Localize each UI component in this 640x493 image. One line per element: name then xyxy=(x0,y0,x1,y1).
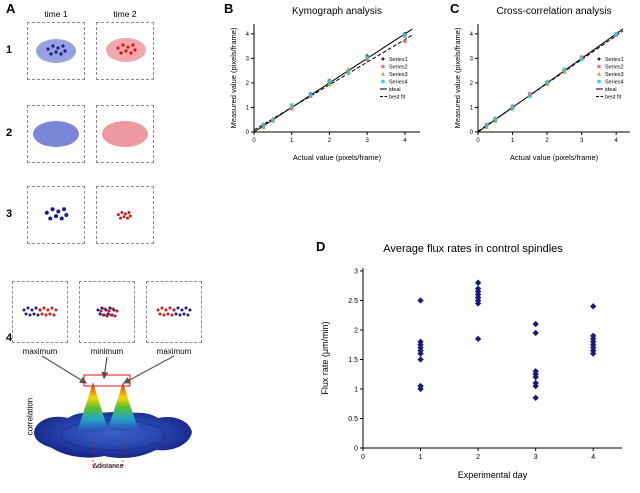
svg-text:0.5: 0.5 xyxy=(348,416,358,423)
svg-text:2: 2 xyxy=(246,81,250,87)
maximum-label-left: maximum xyxy=(22,347,58,356)
blue-spindle-solid xyxy=(33,121,79,147)
svg-text:1: 1 xyxy=(246,106,250,112)
svg-text:Series4: Series4 xyxy=(605,79,624,85)
row4-number: 4 xyxy=(6,332,13,344)
row1-time1-box xyxy=(27,22,85,80)
svg-text:2: 2 xyxy=(545,138,549,144)
row2-number: 2 xyxy=(6,127,13,139)
svg-text:3: 3 xyxy=(354,268,358,275)
svg-text:Series2: Series2 xyxy=(389,64,408,70)
svg-text:1: 1 xyxy=(290,138,294,144)
maximum-label-right: maximum xyxy=(156,347,192,356)
svg-text:3: 3 xyxy=(366,138,370,144)
row2-time1-box xyxy=(27,105,85,163)
correlation-surface xyxy=(34,374,192,467)
svg-text:2: 2 xyxy=(476,454,480,461)
svg-text:Flux rate (μm/min): Flux rate (μm/min) xyxy=(320,321,330,394)
panel-d-label: D xyxy=(316,239,326,254)
svg-text:0: 0 xyxy=(246,130,250,136)
svg-text:Average flux rates in control: Average flux rates in control spindles xyxy=(383,243,563,255)
svg-text:2: 2 xyxy=(354,327,358,334)
svg-text:Experimental day: Experimental day xyxy=(458,470,528,480)
svg-text:Measured value (pixels/frame): Measured value (pixels/frame) xyxy=(229,27,238,128)
svg-text:Cross-correlation analysis: Cross-correlation analysis xyxy=(496,6,611,17)
svg-text:0: 0 xyxy=(361,454,365,461)
svg-text:4: 4 xyxy=(591,454,595,461)
svg-text:Series1: Series1 xyxy=(389,57,408,63)
time1-header: time 1 xyxy=(44,9,68,19)
svg-text:1: 1 xyxy=(354,386,358,393)
pink-ellipse xyxy=(102,121,148,147)
svg-text:0: 0 xyxy=(476,138,480,144)
row1-time2-box xyxy=(96,22,154,80)
svg-text:Series2: Series2 xyxy=(605,64,624,70)
svg-text:Actual value (pixels/frame): Actual value (pixels/frame) xyxy=(510,153,599,162)
svg-text:4: 4 xyxy=(403,138,407,144)
svg-text:Series3: Series3 xyxy=(389,72,408,78)
svg-text:4: 4 xyxy=(470,32,474,38)
cross-correlation-chart: Cross-correlation analysis 0 1 2 3 4 0 1 2 3 4 Actu… xyxy=(453,6,630,162)
svg-text:ideal: ideal xyxy=(605,87,617,93)
svg-text:1: 1 xyxy=(511,138,515,144)
svg-text:ideal: ideal xyxy=(389,87,401,93)
blue-ellipse xyxy=(33,121,79,147)
svg-text:4: 4 xyxy=(615,138,619,144)
row1-number: 1 xyxy=(6,44,13,56)
row3-time1-box xyxy=(27,186,85,244)
svg-text:0: 0 xyxy=(354,445,358,452)
panel-c-label: C xyxy=(450,1,460,16)
row2-time2-box xyxy=(96,105,154,163)
svg-text:3: 3 xyxy=(534,454,538,461)
correlation-base-blob xyxy=(34,412,192,458)
svg-text:1: 1 xyxy=(419,454,423,461)
overlapped-dot-cluster xyxy=(96,306,119,318)
row4-box-middle xyxy=(79,281,135,343)
arrow-right-icon xyxy=(122,355,175,384)
correlation-peak-left xyxy=(78,382,108,432)
pink-spindle-solid xyxy=(102,121,148,147)
svg-text:2.5: 2.5 xyxy=(348,298,358,305)
mixed-dot-cluster xyxy=(22,306,58,317)
row4-box-right xyxy=(146,281,202,343)
flux-rates-chart: Average flux rates in control spindles 0 1… xyxy=(320,243,622,480)
distance-label: Δdistance xyxy=(92,463,124,470)
svg-text:2: 2 xyxy=(470,81,474,87)
row3-number: 3 xyxy=(6,208,13,220)
panel-b-label: B xyxy=(224,1,234,16)
svg-text:1.5: 1.5 xyxy=(348,357,358,364)
time2-header: time 2 xyxy=(113,9,137,19)
svg-text:best fit: best fit xyxy=(605,94,622,100)
svg-text:Actual value (pixels/frame): Actual value (pixels/frame) xyxy=(293,153,382,162)
row4-box-left xyxy=(12,281,68,343)
row3-time2-box xyxy=(96,186,154,244)
svg-text:3: 3 xyxy=(246,56,250,62)
svg-text:best fit: best fit xyxy=(389,94,406,100)
svg-text:Series4: Series4 xyxy=(389,79,408,85)
red-dot-cluster xyxy=(116,211,132,220)
peak-bracket xyxy=(83,374,131,387)
pink-spindle-with-dots xyxy=(106,38,146,62)
svg-text:0: 0 xyxy=(252,138,256,144)
blue-dot-cluster xyxy=(44,207,69,221)
panel-a-label: A xyxy=(6,1,16,16)
kymograph-chart: Kymograph analysis 0 1 2 3 4 0 1 2 3 4 Actual value… xyxy=(229,6,420,162)
arrow-left-icon xyxy=(41,355,88,384)
svg-text:2: 2 xyxy=(328,138,332,144)
svg-text:3: 3 xyxy=(470,56,474,62)
svg-text:0: 0 xyxy=(470,130,474,136)
svg-text:Series1: Series1 xyxy=(605,57,624,63)
svg-text:Kymograph analysis: Kymograph analysis xyxy=(292,6,382,17)
correlation-peak-right xyxy=(108,382,138,431)
blue-spindle-with-dots xyxy=(36,39,76,63)
svg-text:Measured value (pixels/frame): Measured value (pixels/frame) xyxy=(453,27,462,128)
mixed-dot-cluster xyxy=(156,306,192,317)
svg-text:3: 3 xyxy=(580,138,584,144)
svg-text:Series3: Series3 xyxy=(605,72,624,78)
svg-text:1: 1 xyxy=(470,106,474,112)
svg-text:4: 4 xyxy=(246,32,250,38)
minimum-label: minimum xyxy=(90,347,124,356)
